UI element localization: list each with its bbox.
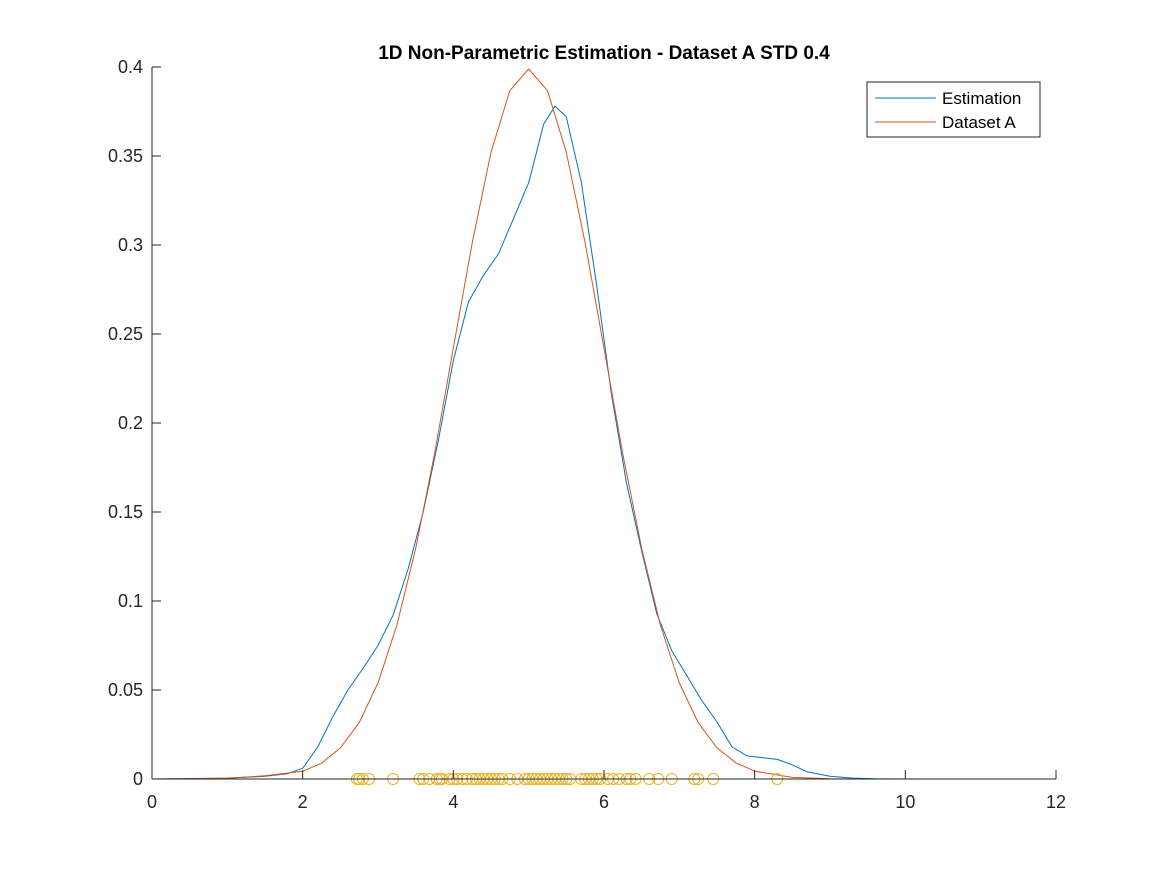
- chart-title: 1D Non-Parametric Estimation - Dataset A…: [378, 43, 830, 64]
- y-tick-label: 0.1: [118, 591, 143, 611]
- legend-label-dataset-a: Dataset A: [942, 113, 1016, 132]
- y-tick-label: 0.3: [118, 235, 143, 255]
- x-tick-label: 10: [895, 792, 915, 812]
- y-ticks: 0 0.05 0.1 0.15 0.2 0.25 0.3 0.35 0.4: [108, 57, 161, 789]
- legend-label-estimation: Estimation: [942, 89, 1021, 108]
- legend: Estimation Dataset A: [866, 81, 1041, 138]
- series-line-dataset-a: [151, 68, 928, 780]
- x-tick-label: 8: [750, 792, 760, 812]
- y-tick-label: 0.35: [108, 146, 143, 166]
- x-tick-label: 6: [599, 792, 609, 812]
- plot-lines: [151, 68, 928, 780]
- y-tick-label: 0.05: [108, 680, 143, 700]
- y-tick-label: 0.4: [118, 57, 143, 77]
- x-tick-label: 2: [298, 792, 308, 812]
- x-tick-label: 0: [147, 792, 157, 812]
- x-tick-label: 12: [1046, 792, 1066, 812]
- y-tick-label: 0.25: [108, 324, 143, 344]
- x-tick-label: 4: [448, 792, 458, 812]
- y-tick-label: 0: [133, 769, 143, 789]
- y-tick-label: 0.15: [108, 502, 143, 522]
- y-tick-label: 0.2: [118, 413, 143, 433]
- legend-box: [866, 81, 1041, 138]
- x-ticks: 0 2 4 6 8 10 12: [147, 770, 1066, 812]
- series-line-estimation: [151, 105, 928, 780]
